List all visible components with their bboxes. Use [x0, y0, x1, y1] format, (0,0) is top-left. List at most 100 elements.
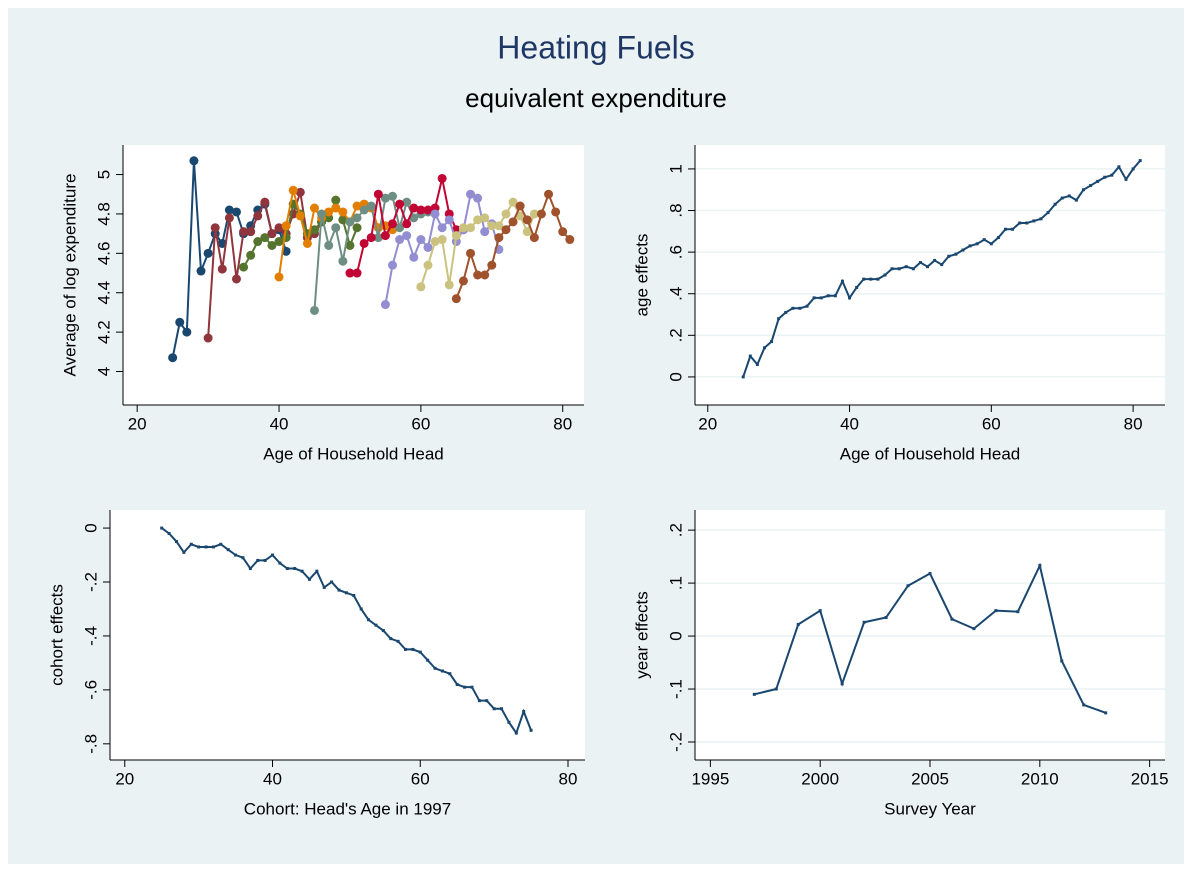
marker: [203, 333, 213, 343]
marker: [558, 227, 568, 237]
marker: [1138, 159, 1142, 163]
marker: [529, 728, 533, 732]
marker: [1046, 211, 1050, 215]
marker: [890, 267, 894, 271]
marker: [309, 305, 319, 315]
marker: [302, 238, 312, 248]
marker: [1096, 179, 1100, 183]
marker: [380, 193, 390, 203]
y-tick-label: 0: [666, 372, 685, 381]
marker: [281, 233, 291, 243]
marker: [352, 593, 356, 597]
marker: [950, 617, 954, 621]
marker: [317, 209, 327, 219]
marker: [1016, 610, 1020, 614]
marker: [473, 270, 483, 280]
marker: [253, 211, 263, 221]
marker: [777, 317, 781, 321]
marker: [437, 223, 447, 233]
y-tick-label: .1: [666, 576, 685, 590]
marker: [1039, 217, 1043, 221]
marker: [175, 317, 185, 327]
marker: [975, 242, 979, 246]
marker: [876, 277, 880, 281]
x-tick-label: 20: [115, 769, 134, 788]
y-tick-label: .6: [666, 245, 685, 259]
marker: [480, 270, 490, 280]
marker: [359, 607, 363, 611]
marker: [1018, 221, 1022, 225]
marker: [515, 201, 525, 211]
marker: [444, 215, 454, 225]
marker: [338, 256, 348, 266]
marker: [211, 545, 215, 549]
marker: [366, 201, 376, 211]
marker: [352, 201, 362, 211]
marker: [248, 567, 252, 571]
figure-subtitle: equivalent expenditure: [465, 83, 727, 113]
marker: [883, 273, 887, 277]
marker: [862, 620, 866, 624]
marker: [416, 205, 426, 215]
marker: [226, 548, 230, 552]
marker: [395, 223, 405, 233]
marker: [402, 197, 412, 207]
y-tick-label: 4: [94, 367, 113, 376]
marker: [487, 221, 497, 231]
marker: [189, 156, 199, 166]
marker: [409, 203, 419, 213]
x-tick-label: 20: [698, 414, 717, 433]
y-axis-title: age effects: [632, 234, 651, 317]
marker: [274, 223, 284, 233]
marker: [968, 244, 972, 248]
marker: [300, 569, 304, 573]
marker: [796, 622, 800, 626]
marker: [168, 353, 178, 363]
marker: [741, 375, 745, 379]
y-axis-title: cohort effects: [47, 584, 66, 686]
marker: [492, 707, 496, 711]
marker: [473, 193, 483, 203]
marker: [961, 248, 965, 252]
marker: [426, 658, 430, 662]
marker: [331, 203, 341, 213]
marker: [1032, 219, 1036, 223]
marker: [812, 296, 816, 300]
marker: [494, 233, 504, 243]
marker: [160, 526, 164, 530]
marker: [182, 327, 192, 337]
y-tick-label: 0: [81, 523, 100, 532]
marker: [508, 197, 518, 207]
marker: [315, 569, 319, 573]
marker: [477, 699, 481, 703]
marker: [463, 685, 467, 689]
x-axis-title: Age of Household Head: [840, 444, 1021, 463]
marker: [1038, 564, 1042, 568]
marker: [231, 274, 241, 284]
marker: [373, 233, 383, 243]
x-tick-label: 40: [263, 769, 282, 788]
marker: [285, 567, 289, 571]
marker: [309, 225, 319, 235]
marker: [433, 666, 437, 670]
marker: [271, 553, 275, 557]
marker: [374, 623, 378, 627]
marker: [819, 296, 823, 300]
marker: [224, 205, 234, 215]
marker: [423, 260, 433, 270]
x-tick-label: 60: [411, 414, 430, 433]
marker: [411, 647, 415, 651]
marker: [246, 250, 256, 260]
marker: [274, 237, 284, 247]
marker: [403, 647, 407, 651]
y-axis-title: year effects: [632, 591, 651, 679]
x-tick-label: 2015: [1131, 769, 1169, 788]
marker: [848, 296, 852, 300]
marker: [196, 266, 206, 276]
marker: [217, 264, 227, 274]
marker: [219, 542, 223, 546]
marker: [430, 237, 440, 247]
marker: [508, 217, 518, 227]
marker: [928, 572, 932, 576]
marker: [239, 227, 249, 237]
